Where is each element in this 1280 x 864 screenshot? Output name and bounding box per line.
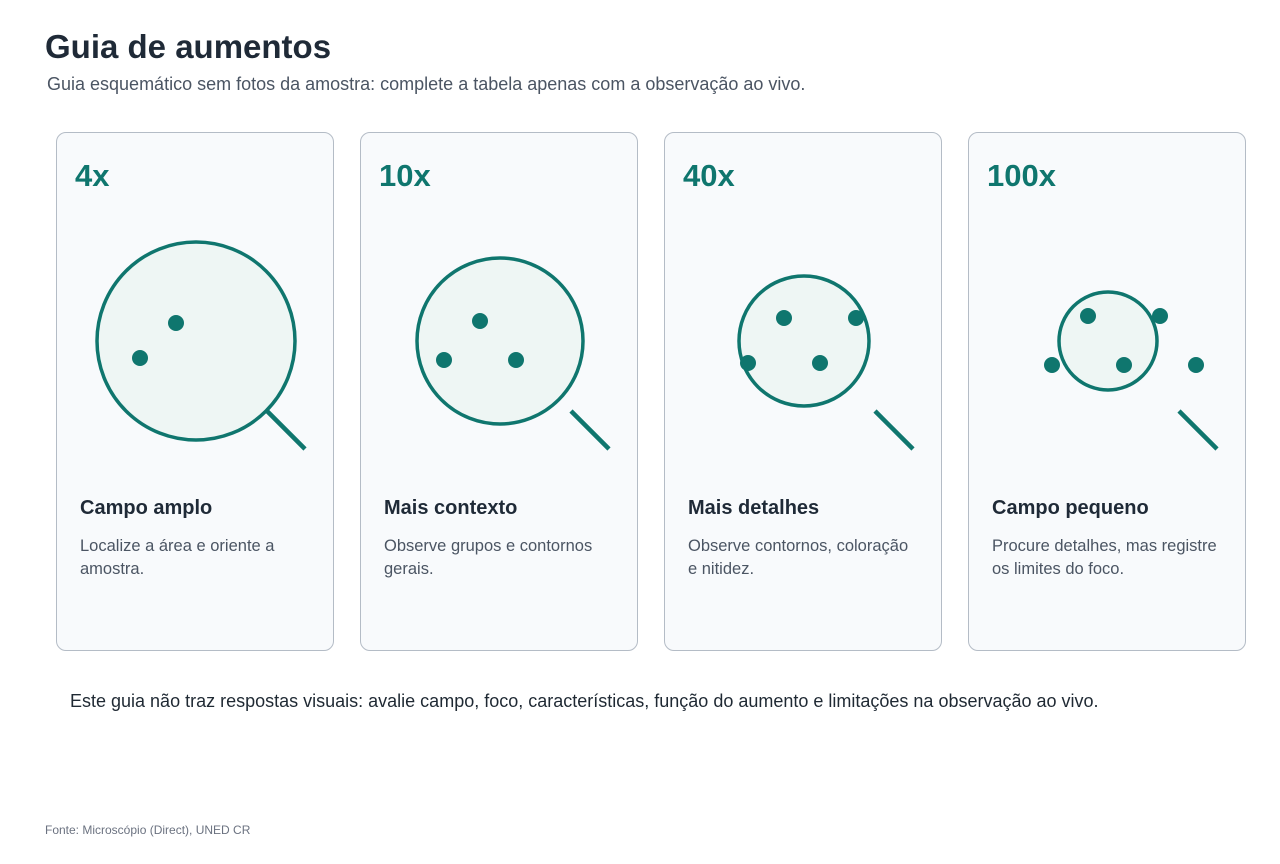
- magnification-card-100x: 100x Campo pequeno Procure detalhes, mas…: [968, 132, 1246, 651]
- specimen-dot: [472, 313, 488, 329]
- card-description: Observe contornos, coloração e nitidez.: [688, 537, 909, 578]
- specimen-dot: [1152, 308, 1168, 324]
- card-magnification-label: 4x: [75, 158, 110, 193]
- card-magnification-label: 100x: [987, 158, 1056, 193]
- magnification-card-4x: 4x Campo amplo Localize a área e oriente…: [56, 132, 334, 651]
- card-magnification-label: 10x: [379, 158, 431, 193]
- card-magnification-label: 40x: [683, 158, 735, 193]
- specimen-dot: [812, 355, 828, 371]
- footnote: Este guia não traz respostas visuais: av…: [70, 691, 1099, 711]
- specimen-dot: [1080, 308, 1096, 324]
- source-credit: Fonte: Microscópio (Direct), UNED CR: [45, 823, 251, 837]
- magnifier-icon: [737, 274, 915, 451]
- specimen-dot: [1116, 357, 1132, 373]
- magnifier-icon: [95, 240, 307, 451]
- specimen-dot: [1044, 357, 1060, 373]
- specimen-dot: [848, 310, 864, 326]
- magnification-card-10x: 10x Mais contexto Observe grupos e conto…: [360, 132, 638, 651]
- card-heading: Campo pequeno: [992, 497, 1149, 519]
- card-description: Observe grupos e contornos gerais.: [384, 537, 593, 578]
- specimen-dot: [168, 315, 184, 331]
- specimen-dot: [1188, 357, 1204, 373]
- specimen-dot: [132, 350, 148, 366]
- specimen-dot: [508, 352, 524, 368]
- magnifier-icon: [415, 256, 611, 451]
- card-description: Procure detalhes, mas registre os limite…: [992, 537, 1217, 578]
- card-heading: Campo amplo: [80, 497, 213, 519]
- specimen-dot: [740, 355, 756, 371]
- specimen-dot: [776, 310, 792, 326]
- page-title: Guia de aumentos: [45, 28, 332, 65]
- card-heading: Mais detalhes: [688, 497, 820, 519]
- card-description: Localize a área e oriente a amostra.: [80, 537, 275, 578]
- magnifier-icon: [1044, 290, 1219, 451]
- card-heading: Mais contexto: [384, 497, 518, 519]
- magnification-card-40x: 40x Mais detalhes Observe contornos, col…: [664, 132, 942, 651]
- page-subtitle: Guia esquemático sem fotos da amostra: c…: [47, 74, 806, 94]
- specimen-dot: [436, 352, 452, 368]
